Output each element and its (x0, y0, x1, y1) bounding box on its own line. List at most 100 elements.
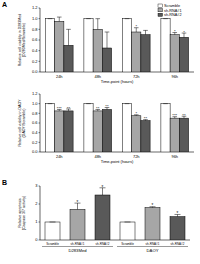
y-tick-label: 1.0 (32, 16, 38, 21)
error-cap (125, 103, 130, 104)
x-tick-label: Scramble (46, 242, 59, 246)
bar (179, 37, 188, 72)
significance: *** (172, 113, 177, 118)
error-bar (57, 17, 62, 21)
y-tick (39, 72, 41, 73)
bar (93, 111, 102, 152)
x-tick-label: 24h (56, 154, 63, 159)
legend-label: sh-RNA#2 (164, 13, 182, 17)
error-cap (163, 103, 168, 104)
significance: * (174, 29, 176, 34)
significance: ** (144, 116, 148, 121)
error-cap (66, 29, 71, 30)
y-tick (39, 240, 41, 241)
panel-label: A (2, 1, 7, 8)
x-tick-label: sh-RNA#2 (96, 242, 110, 246)
y-tick-label: 0.4 (32, 48, 38, 53)
legend-label: Scramble (164, 4, 180, 8)
error-bar (48, 18, 53, 19)
significance: * (152, 203, 154, 208)
bar (55, 111, 64, 152)
error-line (106, 32, 107, 48)
x-tick-label: sh-RNA#1 (146, 242, 160, 246)
error-cap (125, 18, 130, 19)
legend-swatch (158, 4, 163, 7)
legend-swatch (158, 9, 163, 12)
y-axis-label: Relative cell viability in DAOY (18, 99, 22, 147)
bar (132, 32, 141, 72)
significance: ** (182, 113, 186, 118)
group-label: DAOY (147, 248, 159, 253)
error-cap (57, 17, 62, 18)
x-tick-label: 48h (94, 154, 101, 159)
figure: 0.00.20.40.60.81.01.2Relative cell viabi… (0, 0, 200, 264)
y-tick-label: 1.2 (32, 5, 38, 10)
bar (84, 104, 93, 152)
bar (102, 109, 111, 152)
bar (64, 111, 73, 152)
error-bar (143, 30, 148, 34)
error-cap (163, 18, 168, 19)
error-bar (105, 32, 110, 48)
y-tick (39, 113, 41, 114)
x-tick-label: 96h (171, 74, 178, 79)
y-axis-label: Relative apoptosis (18, 198, 22, 228)
significance: *** (57, 106, 62, 111)
y-axis-label: (D283Med/Scramble) (22, 23, 26, 57)
x-axis (40, 240, 190, 241)
error-cap (48, 103, 53, 104)
bar (170, 217, 185, 240)
y-axis-label: Relative cell viability in D283Med (18, 14, 22, 67)
bar (132, 116, 141, 152)
y-tick (39, 204, 41, 205)
y-tick-label: 0 (35, 237, 38, 242)
y-tick-label: 1.0 (32, 101, 38, 106)
y-tick-label: 0.2 (32, 59, 38, 64)
y-tick-label: 0.2 (32, 140, 38, 145)
significance: * (135, 24, 137, 29)
x-axis-label: Time-point (hours) (101, 79, 134, 84)
y-axis-label: (Caspase 3/7 activity) (22, 196, 26, 231)
bar (45, 19, 54, 72)
plot-area (45, 17, 188, 72)
bar (161, 104, 170, 152)
bar (70, 209, 85, 240)
significance: ** (96, 106, 100, 111)
bar (145, 208, 160, 240)
y-tick-label: 1.2 (32, 91, 38, 96)
significance: * (183, 30, 185, 35)
error-line (68, 29, 69, 45)
y-tick (39, 18, 41, 19)
y-tick-label: 0.6 (32, 37, 38, 42)
significance: * (177, 211, 179, 216)
error-cap (105, 32, 110, 33)
y-tick (39, 222, 41, 223)
error-bar (163, 103, 168, 104)
plot-area (45, 188, 185, 240)
error-cap (48, 18, 53, 19)
y-tick-label: 3 (35, 183, 38, 188)
x-axis-label: Time-point (hours) (101, 159, 134, 164)
significance: * (102, 185, 104, 190)
significance: * (135, 111, 137, 116)
y-tick (39, 152, 41, 153)
bar (170, 118, 179, 152)
y-axis-label: (DAOY/Scramble) (22, 109, 26, 138)
error-bar (48, 103, 53, 104)
y-tick (39, 94, 41, 95)
bar (120, 222, 135, 240)
bar (64, 45, 73, 72)
error-bar (125, 18, 130, 19)
y-tick-label: 2 (35, 201, 38, 206)
y-tick (39, 123, 41, 124)
y-tick (39, 29, 41, 30)
y-tick-label: 0.6 (32, 120, 38, 125)
y-tick-label: 1 (35, 219, 38, 224)
significance: * (77, 200, 79, 205)
y-tick (39, 142, 41, 143)
bar (45, 104, 54, 152)
bar (55, 21, 64, 72)
y-tick (39, 103, 41, 104)
error-cap (125, 222, 131, 223)
y-tick-label: 0.0 (32, 69, 38, 74)
